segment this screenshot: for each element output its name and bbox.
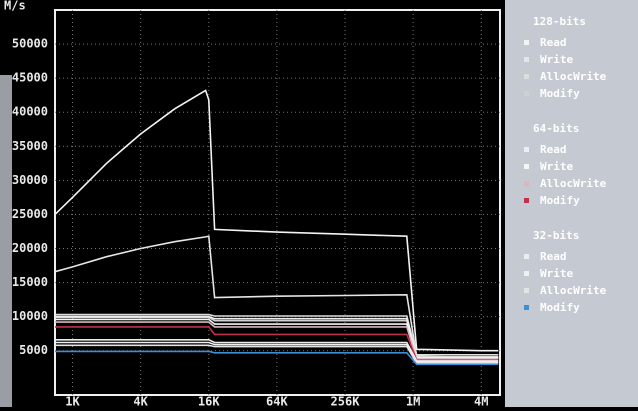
legend-swatch	[524, 198, 529, 203]
y-tick-label: 5000	[19, 343, 48, 357]
legend-label: Write	[540, 160, 573, 173]
legend-swatch	[524, 57, 529, 62]
legend-swatch	[524, 254, 529, 259]
y-tick-label: 15000	[12, 275, 48, 289]
legend-swatch	[524, 288, 529, 293]
legend-label: Write	[540, 53, 573, 66]
x-tick-label: 1M	[406, 395, 420, 408]
y-tick-label: 25000	[12, 207, 48, 221]
x-tick-label: 1K	[65, 395, 80, 408]
y-tick-label: 50000	[12, 37, 48, 51]
legend-label: AllocWrite	[540, 284, 607, 297]
y-tick-label: 10000	[12, 309, 48, 323]
y-tick-label: 45000	[12, 71, 48, 85]
x-tick-label: 16K	[198, 395, 220, 408]
legend-label: Read	[540, 143, 567, 156]
bezel	[0, 75, 12, 407]
y-axis-label: M/s	[4, 0, 26, 13]
legend-label: Modify	[540, 87, 580, 100]
legend-label: Modify	[540, 194, 580, 207]
legend-swatch	[524, 91, 529, 96]
y-tick-label: 35000	[12, 139, 48, 153]
y-tick-label: 40000	[12, 105, 48, 119]
legend-label: Read	[540, 250, 567, 263]
plot-frame	[55, 10, 500, 395]
legend-swatch	[524, 147, 529, 152]
legend-swatch	[524, 164, 529, 169]
x-tick-label: 256K	[331, 395, 361, 408]
legend-swatch	[524, 40, 529, 45]
legend-label: Read	[540, 36, 567, 49]
legend-label: AllocWrite	[540, 70, 607, 83]
x-tick-label: 64K	[266, 395, 288, 408]
legend-label: Write	[540, 267, 573, 280]
legend-label: AllocWrite	[540, 177, 607, 190]
y-tick-label: 30000	[12, 173, 48, 187]
x-tick-label: 4K	[133, 395, 148, 408]
series-line	[55, 90, 498, 350]
legend-group-title: 32-bits	[533, 229, 579, 242]
legend-group-title: 128-bits	[533, 15, 586, 28]
legend-swatch	[524, 271, 529, 276]
legend-swatch	[524, 181, 529, 186]
legend-label: Modify	[540, 301, 580, 314]
legend-swatch	[524, 305, 529, 310]
y-tick-label: 20000	[12, 241, 48, 255]
legend-swatch	[524, 74, 529, 79]
x-tick-label: 4M	[474, 395, 488, 408]
legend-group-title: 64-bits	[533, 122, 579, 135]
chart: M/s 5000 10000 15000 20000 25000 30000 35000 40…	[0, 0, 638, 407]
